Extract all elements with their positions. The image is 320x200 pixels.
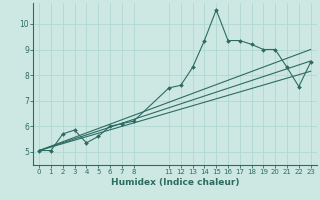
X-axis label: Humidex (Indice chaleur): Humidex (Indice chaleur) — [111, 178, 239, 187]
